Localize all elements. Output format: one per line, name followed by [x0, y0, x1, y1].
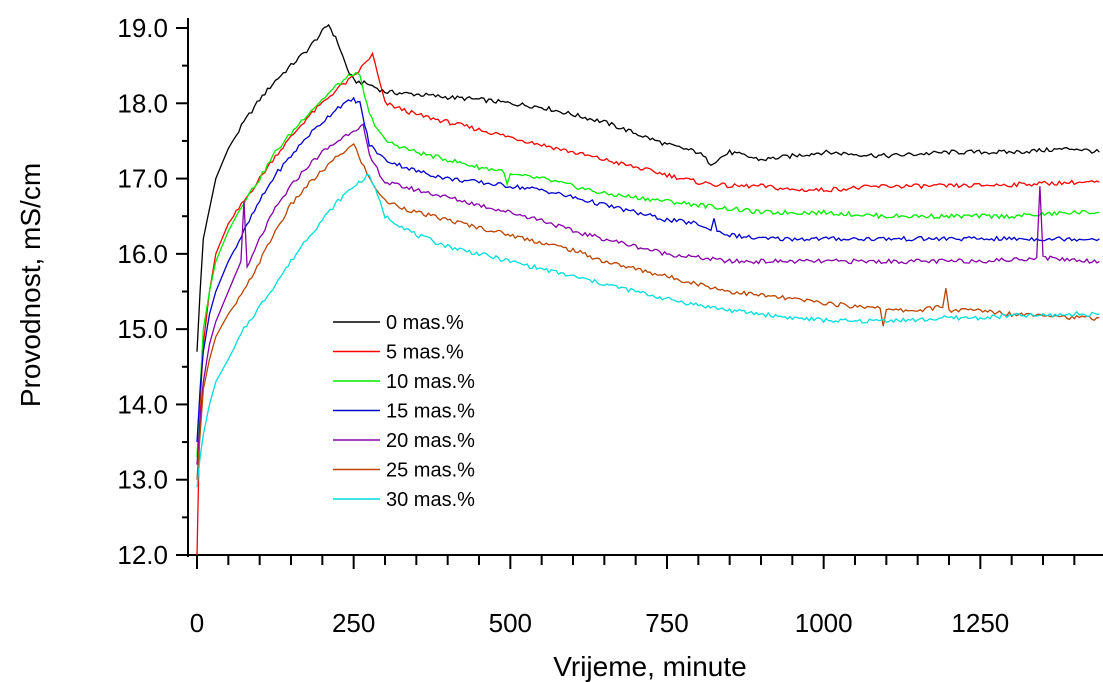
y-tick-label: 12.0 [117, 540, 168, 570]
series-line-2 [196, 71, 1100, 458]
y-tick-label: 17.0 [117, 164, 168, 194]
series-line-1 [196, 51, 1100, 555]
series-line-4 [196, 123, 1100, 465]
y-axis-title: Provodnost, mS/cm [15, 163, 46, 407]
y-tick-label: 13.0 [117, 465, 168, 495]
legend-label-4: 20 mas.% [386, 430, 475, 452]
y-tick-label: 15.0 [117, 314, 168, 344]
series-line-6 [196, 173, 1100, 488]
y-tick-label: 16.0 [117, 239, 168, 269]
x-axis-title: Vrijeme, minute [553, 651, 746, 682]
legend-label-2: 10 mas.% [386, 371, 475, 393]
x-tick-label: 750 [645, 608, 688, 638]
series-line-5 [196, 143, 1100, 480]
y-tick-label: 19.0 [117, 13, 168, 43]
series-line-0 [196, 23, 1100, 352]
legend-label-1: 5 mas.% [386, 342, 464, 364]
y-tick-label: 14.0 [117, 389, 168, 419]
legend-label-0: 0 mas.% [386, 312, 464, 334]
legend-label-3: 15 mas.% [386, 401, 475, 423]
y-tick-label: 18.0 [117, 88, 168, 118]
x-tick-label: 1000 [795, 608, 853, 638]
x-tick-label: 250 [332, 608, 375, 638]
x-tick-label: 500 [489, 608, 532, 638]
ticks: 12.0 13.0 14.0 15.0 16.0 17.0 18.0 19.0 0 250 500 7… [117, 13, 1076, 638]
x-tick-label: 1250 [951, 608, 1009, 638]
legend-label-6: 30 mas.% [386, 489, 475, 511]
series-line-3 [196, 96, 1100, 443]
series-layer [196, 23, 1100, 555]
axes [186, 18, 1103, 557]
legend-label-5: 25 mas.% [386, 460, 475, 482]
legend: 0 mas.% 5 mas.% 10 mas.% 15 mas.% 20 mas.% 25… [333, 312, 475, 511]
x-tick-label: 0 [190, 608, 204, 638]
